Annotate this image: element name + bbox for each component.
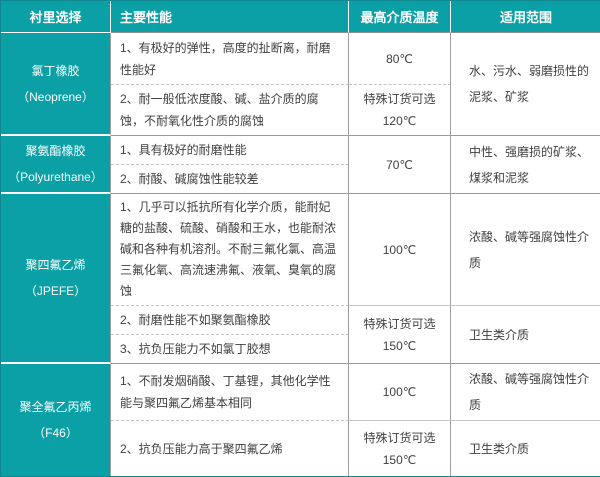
temperature-cell: 特殊订货可选 150℃: [349, 421, 451, 476]
table-row: 聚氨酯橡胶 （Polyurethane） 1、具有极好的耐磨性能 70℃ 中性、…: [1, 136, 600, 194]
table-row: 2、耐酸、碱腐蚀性能较差: [1, 165, 600, 194]
performance-cell: 2、耐酸、碱腐蚀性能较差: [111, 165, 349, 194]
table-row: 氯丁橡胶 （Neoprene） 1、有极好的弹性，高度的扯断离，耐磨性能好 80…: [1, 33, 600, 136]
material-name: 聚四氟乙烯: [25, 258, 86, 272]
performance-cell: 2、抗负压能力高于聚四氟乙烯: [111, 421, 349, 476]
material-subname: （JPEFE）: [24, 284, 87, 298]
temperature-cell: 100℃: [349, 364, 451, 421]
material-cell-neoprene: 氯丁橡胶 （Neoprene）: [1, 33, 111, 136]
performance-cell: 2、耐一般低浓度酸、碱、盐介质的腐蚀，不耐氧化性介质的腐蚀: [111, 85, 349, 136]
temperature-note: 特殊订货可选: [363, 430, 436, 445]
performance-cell: 1、几乎可以抵抗所有化学介质，能耐妃糖的盐酸、硫酸、硝酸和王水，也能耐浓碱和各种…: [111, 194, 349, 306]
temperature-value: 150℃: [382, 338, 417, 353]
material-subname: （Neoprene）: [17, 89, 94, 104]
table-row: 2、耐一般低浓度酸、碱、盐介质的腐蚀，不耐氧化性介质的腐蚀 特殊订货可选 120…: [1, 85, 600, 136]
range-cell: 浓酸、碱等强腐蚀性介质: [451, 194, 600, 306]
table-row: 聚全氟乙丙烯 （F46） 1、不耐发烟硝酸、丁基锂，其他化学性能与聚四氟乙烯基本…: [1, 364, 600, 476]
table-row: 3、抗负压能力不如氯丁胶想: [1, 335, 600, 364]
column-header-range: 适用范围: [451, 1, 600, 33]
material-name: 聚全氟乙丙烯: [19, 400, 92, 414]
range-cell: 浓酸、碱等强腐蚀性介质: [451, 364, 600, 421]
material-name: 聚氨酯橡胶: [25, 144, 86, 158]
column-header-lining: 衬里选择: [1, 1, 111, 33]
material-cell-ptfe: 聚四氟乙烯 （JPEFE）: [1, 194, 111, 364]
column-header-temperature: 最高介质温度: [349, 1, 451, 33]
temperature-cell: 70℃: [349, 136, 451, 194]
temperature-value: 100℃: [382, 242, 417, 257]
temperature-cell: 特殊订货可选 150℃: [349, 306, 451, 364]
table-row: 聚四氟乙烯 （JPEFE） 1、几乎可以抵抗所有化学介质，能耐妃糖的盐酸、硫酸、…: [1, 194, 600, 364]
material-name: 氯丁橡胶: [31, 63, 80, 78]
material-cell-polyurethane: 聚氨酯橡胶 （Polyurethane）: [1, 136, 111, 194]
material-subname: （Polyurethane）: [8, 170, 103, 184]
range-cell: 水、污水、弱磨损性的泥浆、矿浆: [451, 33, 600, 136]
performance-cell: 3、抗负压能力不如氯丁胶想: [111, 335, 349, 364]
temperature-cell: 特殊订货可选 120℃: [349, 85, 451, 136]
material-cell-f46: 聚全氟乙丙烯 （F46）: [1, 364, 111, 476]
table-row: 2、耐磨性能不如聚氨酯橡胶 特殊订货可选 150℃ 卫生类介质: [1, 306, 600, 364]
performance-cell: 1、具有极好的耐磨性能: [111, 136, 349, 165]
range-cell: 中性、强磨损的矿浆、煤浆和泥浆: [451, 136, 600, 194]
temperature-value: 150℃: [382, 452, 417, 467]
range-cell: 卫生类介质: [451, 306, 600, 364]
temperature-cell: 100℃: [349, 194, 451, 306]
temperature-value: 70℃: [386, 157, 413, 172]
column-header-performance: 主要性能: [111, 1, 349, 33]
temperature-value: 120℃: [382, 114, 417, 128]
performance-cell: 1、有极好的弹性，高度的扯断离，耐磨性能好: [111, 33, 349, 85]
temperature-cell: 80℃: [349, 33, 451, 85]
temperature-note: 特殊订货可选: [363, 316, 436, 331]
header-row: 衬里选择 主要性能 最高介质温度 适用范围: [1, 1, 600, 33]
material-subname: （F46）: [33, 426, 78, 440]
temperature-value: 100℃: [382, 385, 417, 399]
range-cell: 卫生类介质: [469, 441, 530, 456]
temperature-note: 特殊订货可选: [363, 92, 436, 106]
temperature-value: 80℃: [386, 51, 413, 66]
performance-cell: 2、耐磨性能不如聚氨酯橡胶: [111, 306, 349, 335]
performance-cell: 1、不耐发烟硝酸、丁基锂，其他化学性能与聚四氟乙烯基本相同: [111, 364, 349, 421]
